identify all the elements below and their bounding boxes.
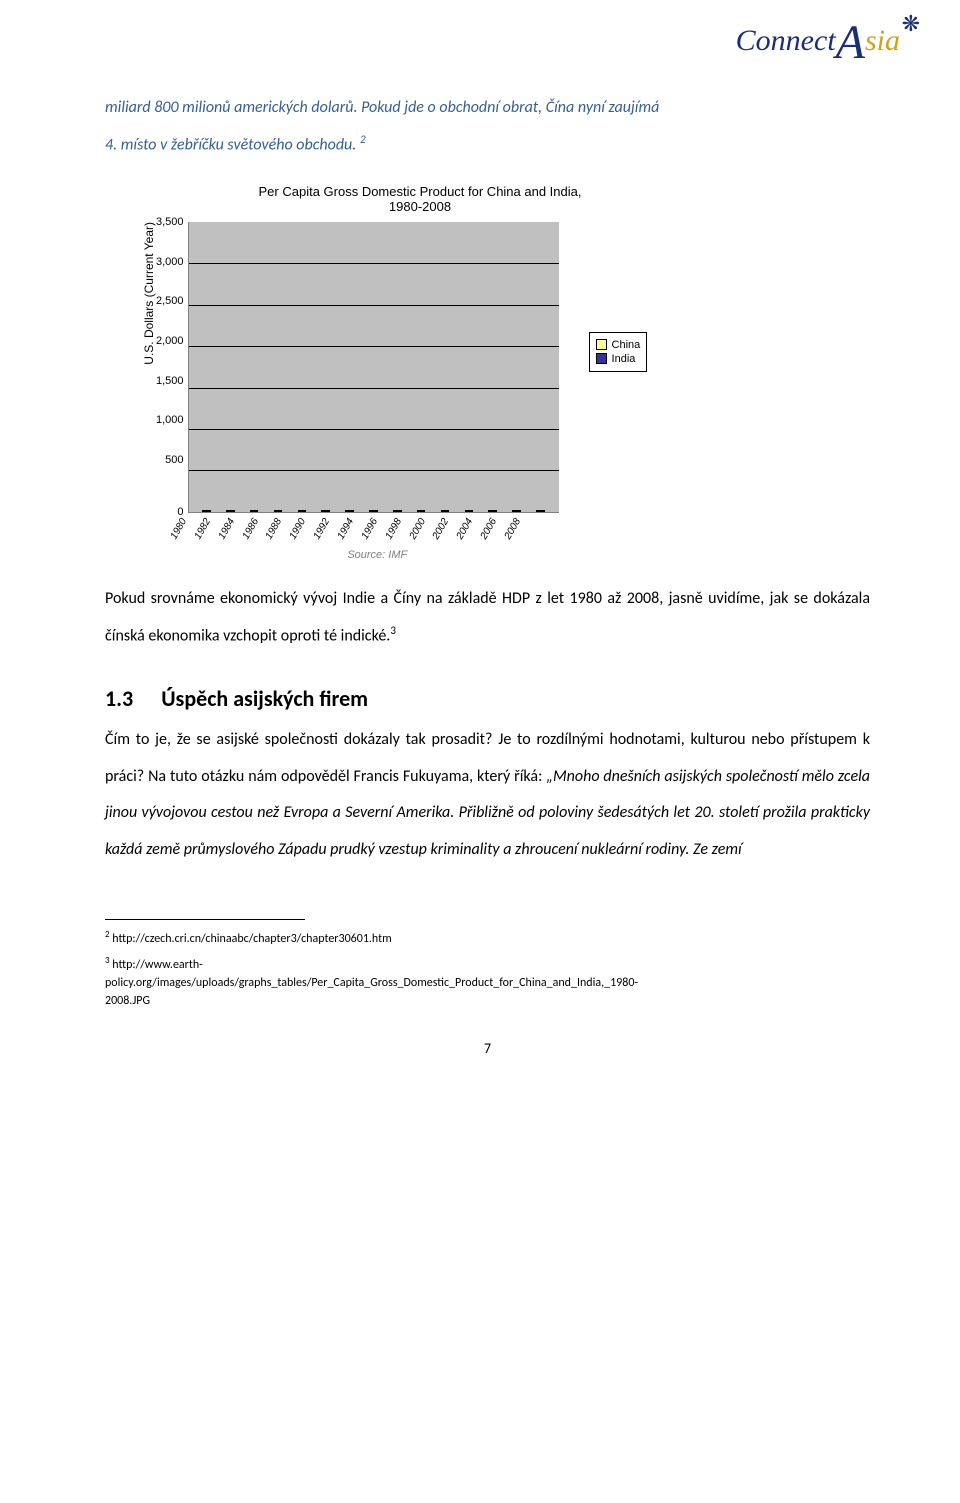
bar-india — [254, 510, 258, 512]
chart-source: Source: IMF — [196, 549, 559, 561]
xtick-label: 2004 — [454, 516, 475, 542]
legend-label-china: China — [612, 339, 641, 351]
chart-legend: China India — [589, 332, 648, 372]
ytick-label: 1,500 — [156, 375, 184, 387]
bar-group — [314, 510, 338, 512]
logo: ConnectAsia — [736, 15, 900, 70]
legend-india: India — [596, 353, 641, 365]
bar-group — [481, 510, 505, 512]
gridline — [189, 263, 559, 264]
footnote-ref-3: 3 — [390, 624, 396, 637]
bar-group — [529, 510, 553, 512]
chart-title: Per Capita Gross Domestic Product for Ch… — [140, 184, 700, 214]
footnote-3: 3 http://www.earth- policy.org/images/up… — [105, 954, 870, 1010]
xtick-label: 1994 — [335, 516, 356, 542]
bar-group — [409, 510, 433, 512]
xtick-label: 2000 — [407, 516, 428, 542]
gridline — [189, 346, 559, 347]
gridline — [189, 429, 559, 430]
xtick-label: 2002 — [431, 516, 452, 542]
bar-india — [493, 510, 497, 512]
xtick-label: 2008 — [502, 516, 523, 542]
chart-plot-area — [188, 222, 559, 513]
bar-india — [278, 510, 282, 512]
chart-title-l2: 1980-2008 — [389, 199, 451, 214]
bar-india — [540, 510, 544, 512]
footnote-3-text-c: 2008.JPG — [105, 994, 150, 1008]
bar-india — [397, 510, 401, 512]
xtick-label: 1992 — [311, 516, 332, 542]
xtick-label: 1984 — [216, 516, 237, 542]
bar-group — [218, 510, 242, 512]
ytick-label: 3,000 — [156, 256, 184, 268]
footnote-3-text-b: policy.org/images/uploads/graphs_tables/… — [105, 976, 638, 990]
legend-swatch-india — [596, 353, 607, 364]
bar-india — [445, 510, 449, 512]
bar-group — [290, 510, 314, 512]
bar-india — [373, 510, 377, 512]
bar-group — [195, 510, 219, 512]
logo-a: A — [836, 15, 865, 70]
chart-title-l1: Per Capita Gross Domestic Product for Ch… — [259, 184, 582, 199]
xtick-label: 1986 — [240, 516, 261, 542]
comparison-text: Pokud srovnáme ekonomický vývoj Indie a … — [105, 589, 870, 645]
ytick-label: 500 — [165, 454, 183, 466]
footnote-separator — [105, 919, 305, 920]
bar-india — [230, 510, 234, 512]
logo-connect: Connect — [736, 24, 836, 57]
xtick-label: 2006 — [478, 516, 499, 542]
bar-group — [242, 510, 266, 512]
ytick-label: 2,500 — [156, 295, 184, 307]
logo-decoration-icon: ❋ — [902, 10, 920, 37]
page-number: 7 — [105, 1040, 870, 1057]
intro-line1: miliard 800 milionů amerických dolarů. P… — [105, 98, 659, 117]
xtick-label: 1980 — [168, 516, 189, 542]
gridline — [189, 470, 559, 471]
heading-title: Úspěch asijských firem — [161, 685, 368, 712]
bar-india — [469, 510, 473, 512]
bar-group — [385, 510, 409, 512]
bar-group — [338, 510, 362, 512]
bar-india — [421, 510, 425, 512]
legend-label-india: India — [612, 353, 636, 365]
bar-group — [266, 510, 290, 512]
footnote-2-text: http://czech.cri.cn/chinaabc/chapter3/ch… — [110, 932, 392, 946]
ytick-label: 2,000 — [156, 335, 184, 347]
bar-india — [350, 510, 354, 512]
intro-line2: 4. místo v žebříčku světového obchodu. — [105, 135, 360, 154]
xtick-label: 1982 — [192, 516, 213, 542]
xtick-label: 1996 — [359, 516, 380, 542]
bar-india — [326, 510, 330, 512]
legend-swatch-china — [596, 339, 607, 350]
ytick-label: 3,500 — [156, 216, 184, 228]
bar-group — [433, 510, 457, 512]
chart-ylabel: U.S. Dollars (Current Year) — [140, 222, 156, 465]
bar-group — [457, 510, 481, 512]
legend-china: China — [596, 339, 641, 351]
heading-number: 1.3 — [105, 685, 133, 712]
bar-india — [206, 510, 210, 512]
gdp-chart: Per Capita Gross Domestic Product for Ch… — [140, 184, 700, 561]
bar-india — [302, 510, 306, 512]
footnote-2: 2 http://czech.cri.cn/chinaabc/chapter3/… — [105, 928, 870, 948]
chart-yaxis: 3,5003,0002,5002,0001,5001,0005000 — [156, 222, 188, 512]
bar-india — [517, 510, 521, 512]
footnote-3-text-a: http://www.earth- — [110, 958, 203, 972]
xtick-label: 1988 — [264, 516, 285, 542]
xtick-label: 1990 — [287, 516, 308, 542]
bar-group — [362, 510, 386, 512]
ytick-label: 1,000 — [156, 414, 184, 426]
logo-sia: sia — [865, 24, 900, 57]
footnote-ref-2: 2 — [360, 133, 366, 146]
body-paragraph: Čím to je, že se asijské společnosti dok… — [105, 722, 870, 869]
comparison-paragraph: Pokud srovnáme ekonomický vývoj Indie a … — [105, 581, 870, 655]
gridline — [189, 388, 559, 389]
intro-paragraph: miliard 800 milionů amerických dolarů. P… — [105, 90, 870, 164]
xtick-label: 1998 — [383, 516, 404, 542]
gridline — [189, 305, 559, 306]
section-heading: 1.3 Úspěch asijských firem — [105, 685, 870, 712]
bar-group — [505, 510, 529, 512]
chart-xaxis: 1980198219841986198819901992199419961998… — [156, 516, 526, 527]
